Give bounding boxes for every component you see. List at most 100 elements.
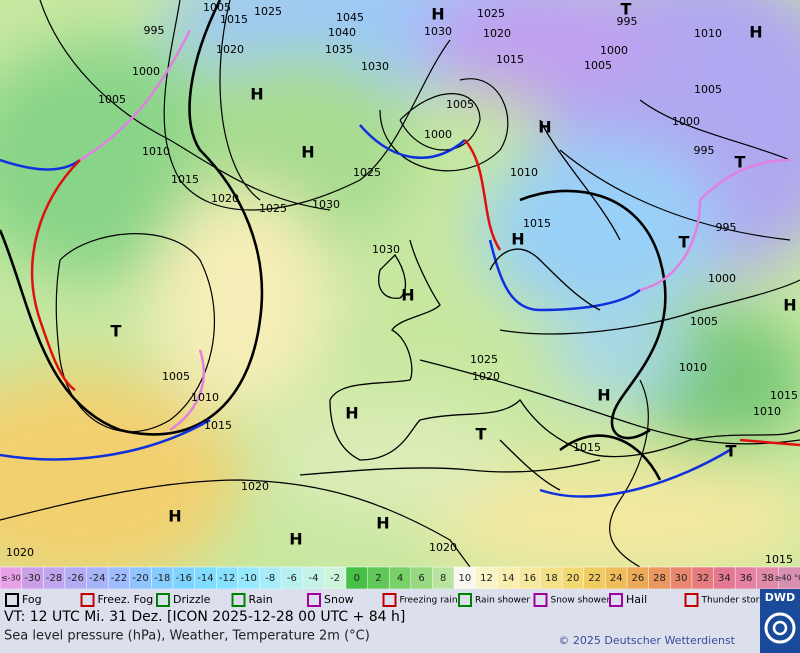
isobar-label: 1025 [254, 5, 282, 18]
isobar-label: 1005 [694, 83, 722, 96]
legend-icon [382, 593, 397, 607]
high-pressure: H [301, 143, 314, 162]
legend-label: Rain [249, 593, 273, 606]
valid-time: VT: 12 UTC Mi. 31 Dez. [ICON 2025-12-28 … [4, 609, 405, 625]
scale-label: -20 [132, 573, 148, 584]
scale-label: 4 [397, 573, 403, 584]
isobar-label: 1000 [424, 128, 452, 141]
isobar-label: 1010 [142, 145, 170, 158]
low-pressure: T [476, 425, 487, 444]
scale-label: -8 [265, 573, 275, 584]
scale-label: 20 [567, 573, 580, 584]
legend-icon [458, 593, 472, 607]
scale-label: 30 [675, 573, 688, 584]
isobar-label: 995 [694, 144, 715, 157]
scale-label: 14 [502, 573, 515, 584]
copyright: © 2025 Deutscher Wetterdienst [558, 634, 735, 647]
high-pressure: H [168, 507, 181, 526]
scale-label: ≥40 °C [775, 574, 800, 583]
legend-label: Drizzle [173, 593, 211, 606]
high-pressure: H [345, 404, 358, 423]
logo-text: DWD [765, 591, 795, 604]
color-scale: ≤-30 -30 -28 -26 -24 -22 -20 -18 -16 -14 -12 -10 -8-… [0, 566, 800, 590]
isobar-label: 1025 [353, 166, 381, 179]
scale-label: 28 [653, 573, 666, 584]
isobar-label: 1000 [672, 115, 700, 128]
description: Sea level pressure (hPa), Weather, Tempe… [4, 629, 370, 644]
isobar-label: 1030 [361, 60, 389, 73]
scale-label: -6 [287, 573, 297, 584]
isobar-label: 1020 [241, 480, 269, 493]
isobar-label: 1005 [98, 93, 126, 106]
isobar-label: 1015 [765, 553, 793, 566]
scale-label: 32 [696, 573, 709, 584]
isobar-label: 1035 [325, 43, 353, 56]
high-pressure: H [289, 530, 302, 549]
isobar-label: 1045 [336, 11, 364, 24]
isobar-label: 1015 [171, 173, 199, 186]
legend: Fog Freez. Fog Drizzle Rain Snow Freezing rai… [5, 593, 768, 607]
isobar-label: 1030 [424, 25, 452, 38]
isobar-label: 1025 [259, 202, 287, 215]
isobar-label: 1020 [472, 370, 500, 383]
scale-label: -16 [176, 573, 192, 584]
coastlines [299, 119, 800, 491]
high-pressure: H [538, 118, 551, 137]
isobar-label: 1000 [132, 65, 160, 78]
legend-label: Freezing rain [400, 596, 458, 606]
isobar-label: 1005 [690, 315, 718, 328]
isobar-label: 1010 [753, 405, 781, 418]
legend-label: Snow [324, 593, 354, 606]
scale-label: 38 [761, 573, 774, 584]
isobar-label: 1015 [204, 419, 232, 432]
scale-label: 10 [458, 573, 471, 584]
legend-icon [684, 593, 699, 607]
high-pressure: H [431, 5, 444, 24]
scale-label: -30 [24, 573, 40, 584]
legend-label: Hail [626, 593, 647, 606]
high-pressure: H [250, 85, 263, 104]
legend-icon [5, 593, 19, 607]
high-pressure: H [597, 386, 610, 405]
isobar-label: 1020 [216, 43, 244, 56]
isobar-label: 1015 [573, 441, 601, 454]
scale-label: 12 [480, 573, 493, 584]
legend-icon [609, 593, 623, 607]
scale-label: -4 [309, 573, 319, 584]
isobar-label: 1005 [203, 1, 231, 14]
isobar-label: 1030 [372, 243, 400, 256]
low-pressure: T [735, 153, 746, 172]
logo-swirl-inner [772, 620, 788, 636]
scale-label: -18 [154, 573, 170, 584]
isobar-label: 1015 [220, 13, 248, 26]
isobar-label: 1010 [191, 391, 219, 404]
scale-label: 24 [610, 573, 623, 584]
scale-label: 6 [418, 573, 424, 584]
isobar-label: 1015 [770, 389, 798, 402]
isobar-label: 1020 [429, 541, 457, 554]
legend-icon [156, 593, 170, 607]
isobar-label: 1015 [523, 217, 551, 230]
legend-icon [307, 593, 321, 607]
scale-label: -22 [111, 573, 127, 584]
scale-label: 34 [718, 573, 731, 584]
scale-label: 26 [631, 573, 644, 584]
isobar-label: 1025 [470, 353, 498, 366]
isobar-label: 1005 [446, 98, 474, 111]
isobars [0, 0, 800, 567]
scale-label: 22 [588, 573, 601, 584]
high-pressure: H [376, 514, 389, 533]
scale-label: -2 [330, 573, 340, 584]
map [0, 0, 800, 567]
legend-label: Fog [22, 593, 42, 606]
legend-icon [80, 593, 95, 607]
fronts [0, 29, 800, 498]
scale-label: -10 [240, 573, 256, 584]
low-pressure: T [621, 0, 632, 19]
high-pressure: H [783, 296, 796, 315]
low-pressure: T [679, 233, 690, 252]
isobar-label: 995 [617, 15, 638, 28]
isobar-label: 1015 [496, 53, 524, 66]
isobar-label: 1020 [211, 192, 239, 205]
